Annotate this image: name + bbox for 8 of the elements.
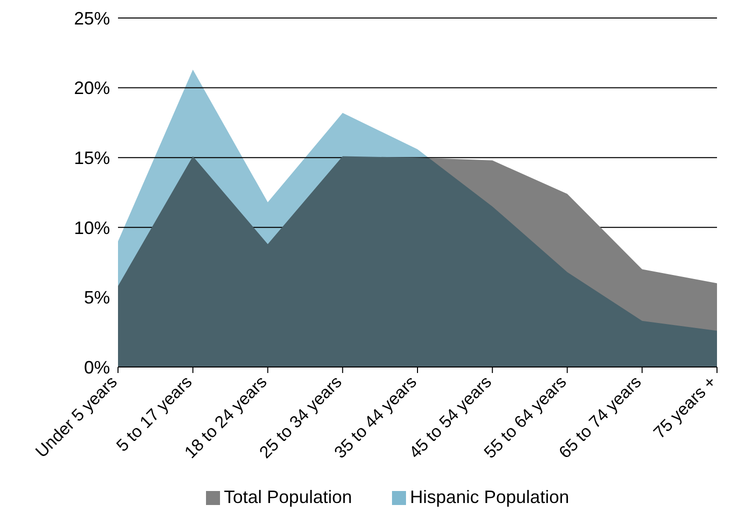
legend-label: Hispanic Population	[410, 487, 570, 508]
y-tick-label: 10%	[74, 218, 110, 238]
y-tick-label: 20%	[74, 78, 110, 98]
y-tick-label: 0%	[84, 357, 110, 378]
y-tick-label: 25%	[74, 8, 110, 28]
legend-label: Total Population	[224, 487, 352, 508]
y-tick-label: 5%	[84, 288, 110, 308]
y-tick-label: 15%	[74, 148, 110, 168]
